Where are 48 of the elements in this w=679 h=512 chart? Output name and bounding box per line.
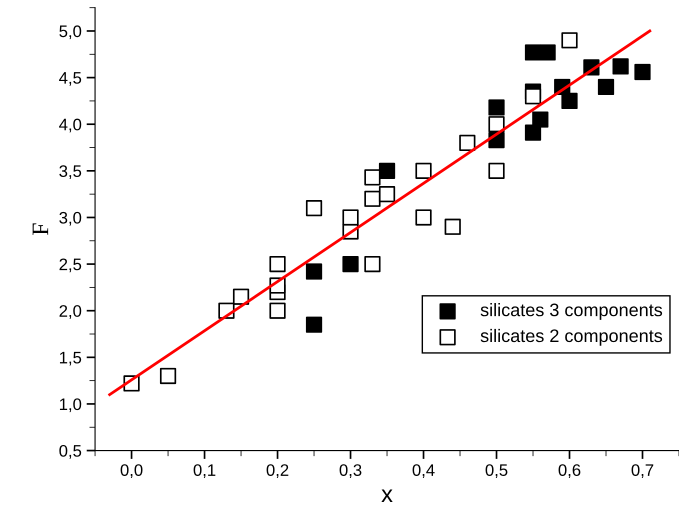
point [444,218,461,235]
point [364,256,381,272]
y-axis-title: F [32,223,48,236]
y-tick-label: 1,5 [60,352,82,366]
point [524,88,542,104]
x-tick-label: 0,4 [412,464,435,478]
point [306,200,322,216]
y-tick-label: 2,0 [60,305,82,319]
y-tick-label: 4,0 [59,118,82,132]
point [342,256,359,272]
point [598,78,614,96]
x-tick-label: 0,6 [558,464,580,478]
point [488,162,505,179]
y-tick-label: 3,5 [59,165,82,180]
x-axis-title: x [381,489,393,502]
point [306,316,322,333]
x-tick-label: 0,3 [340,464,362,478]
point [342,209,359,226]
legend-label: silicates 2 components [480,328,662,346]
point [415,162,432,179]
point [561,92,578,110]
point [539,44,556,61]
point [232,288,250,305]
point [306,263,322,280]
point [488,116,505,132]
point [612,58,629,75]
y-tick-label: 3,0 [59,212,82,226]
point [415,209,432,226]
point [378,162,396,179]
point [532,111,548,128]
y-tick-label: 5,0 [59,25,82,40]
x-tick-label: 0,5 [486,464,508,478]
point [634,64,651,80]
x-tick-label: 0,2 [266,464,288,478]
point [561,32,578,48]
point [269,302,286,319]
point [269,256,286,272]
point [378,186,396,202]
y-tick-label: 1,0 [60,398,82,412]
x-tick-label: 0,7 [632,464,654,478]
legend-label: silicates 3 components [480,303,662,320]
x-tick-label: 0,1 [194,464,216,478]
y-tick-label: 2,5 [60,258,82,272]
y-tick-label: 4,5 [59,72,82,86]
point [488,99,505,116]
y-tick-label: 0,5 [59,444,82,459]
point [160,368,176,384]
x-tick-label: 0,0 [120,464,142,478]
